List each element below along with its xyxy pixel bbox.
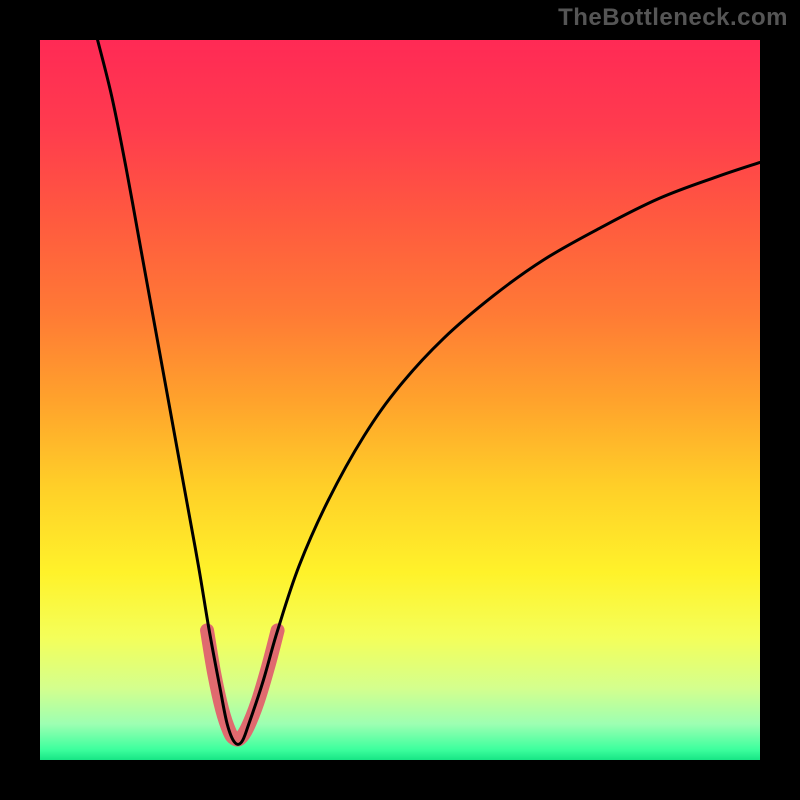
bottleneck-chart xyxy=(0,0,800,800)
watermark-label: TheBottleneck.com xyxy=(558,4,788,32)
plot-background xyxy=(40,40,760,760)
chart-stage: TheBottleneck.com xyxy=(0,0,800,800)
